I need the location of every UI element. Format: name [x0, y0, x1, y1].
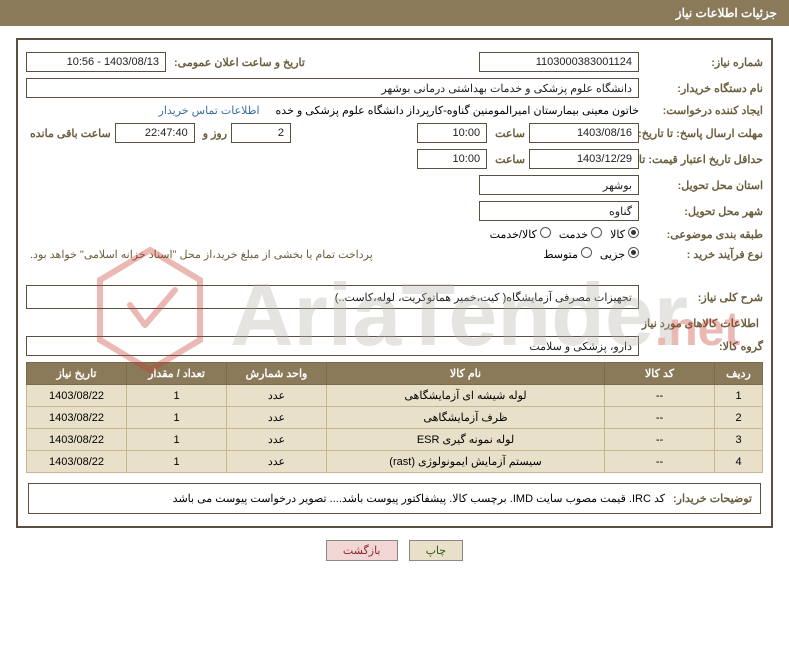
- price-valid-time-field: 10:00: [417, 149, 487, 169]
- reply-time-field: 10:00: [417, 123, 487, 143]
- announce-date-field: 1403/08/13 - 10:56: [26, 52, 166, 72]
- cell-date: 1403/08/22: [27, 429, 127, 451]
- row-price-valid: حداقل تاریخ اعتبار قیمت: تا تاریخ: 1403/…: [26, 149, 763, 169]
- buyer-note-label: توضیحات خریدار:: [673, 492, 752, 505]
- cell-name: سیستم آزمایش ایمونولوژی (rast): [327, 451, 605, 473]
- row-desc: شرح کلی نیاز: تجهیزات مصرفی آزمایشگاه( ک…: [26, 285, 763, 309]
- cell-row: 1: [715, 385, 763, 407]
- radio-medium[interactable]: متوسط: [543, 247, 592, 261]
- th-date: تاریخ نیاز: [27, 363, 127, 385]
- price-valid-date-field: 1403/12/29: [529, 149, 639, 169]
- time-label-2: ساعت: [491, 153, 525, 166]
- days-field: 2: [231, 123, 291, 143]
- table-row: 2--ظرف آزمایشگاهیعدد11403/08/22: [27, 407, 763, 429]
- cell-row: 2: [715, 407, 763, 429]
- cell-date: 1403/08/22: [27, 385, 127, 407]
- cell-date: 1403/08/22: [27, 407, 127, 429]
- radio-kalakhedmat[interactable]: کالا/خدمت: [490, 227, 551, 241]
- cell-unit: عدد: [227, 385, 327, 407]
- row-need-no: شماره نیاز: 1103000383001124 تاریخ و ساع…: [26, 52, 763, 72]
- th-code: کد کالا: [605, 363, 715, 385]
- row-buyer-org: نام دستگاه خریدار: دانشگاه علوم پزشکی و …: [26, 78, 763, 98]
- reply-date-field: 1403/08/16: [529, 123, 639, 143]
- table-row: 4--سیستم آزمایش ایمونولوژی (rast)عدد1140…: [27, 451, 763, 473]
- cell-row: 3: [715, 429, 763, 451]
- countdown-field: 22:47:40: [115, 123, 195, 143]
- goods-section-title: اطلاعات کالاهای مورد نیاز: [26, 317, 759, 330]
- row-requester: ایجاد کننده درخواست: خاتون معینی بیمارست…: [26, 104, 763, 117]
- row-purchase-type: نوع فرآیند خرید : جزیی متوسط پرداخت تمام…: [26, 247, 763, 261]
- page-header: جزئیات اطلاعات نیاز: [0, 0, 789, 26]
- cell-code: --: [605, 385, 715, 407]
- category-label: طبقه بندی موضوعی:: [643, 228, 763, 241]
- remain-label: ساعت باقی مانده: [26, 127, 111, 140]
- requester-text: خاتون معینی بیمارستان امیرالمومنین گناوه…: [276, 104, 639, 117]
- desc-label: شرح کلی نیاز:: [643, 291, 763, 304]
- buyer-note-text: کد IRC. قیمت مصوب سایت IMD. برچسب کالا. …: [37, 492, 665, 505]
- cell-qty: 1: [127, 407, 227, 429]
- table-row: 3--لوله نمونه گیری ESRعدد11403/08/22: [27, 429, 763, 451]
- footer-buttons: چاپ بازگشت: [0, 540, 789, 561]
- goods-table: ردیف کد کالا نام کالا واحد شمارش تعداد /…: [26, 362, 763, 473]
- back-button[interactable]: بازگشت: [326, 540, 398, 561]
- cell-name: لوله نمونه گیری ESR: [327, 429, 605, 451]
- purchase-note: پرداخت تمام یا بخشی از مبلغ خرید،از محل …: [26, 248, 373, 261]
- radio-partial[interactable]: جزیی: [600, 247, 639, 261]
- cell-unit: عدد: [227, 407, 327, 429]
- group-label: گروه کالا:: [643, 340, 763, 353]
- days-label: روز و: [199, 127, 227, 140]
- cell-row: 4: [715, 451, 763, 473]
- buyer-contact-link[interactable]: اطلاعات تماس خریدار: [159, 104, 260, 117]
- row-reply-deadline: مهلت ارسال پاسخ: تا تاریخ: 1403/08/16 سا…: [26, 123, 763, 143]
- purchase-radios: جزیی متوسط: [543, 247, 639, 261]
- province-field: بوشهر: [479, 175, 639, 195]
- need-no-field: 1103000383001124: [479, 52, 639, 72]
- buyer-note-box: توضیحات خریدار: کد IRC. قیمت مصوب سایت I…: [28, 483, 761, 514]
- cell-code: --: [605, 429, 715, 451]
- cell-qty: 1: [127, 429, 227, 451]
- announce-date-label: تاریخ و ساعت اعلان عمومی:: [170, 56, 305, 69]
- row-province: استان محل تحویل: بوشهر: [26, 175, 763, 195]
- radio-kala[interactable]: کالا: [610, 227, 639, 241]
- print-button[interactable]: چاپ: [409, 540, 464, 561]
- need-no-label: شماره نیاز:: [643, 56, 763, 69]
- radio-khedmat[interactable]: خدمت: [559, 227, 602, 241]
- buyer-org-field: دانشگاه علوم پزشکی و خدمات بهداشتی درمان…: [26, 78, 639, 98]
- reply-deadline-label: مهلت ارسال پاسخ: تا تاریخ:: [643, 127, 763, 140]
- th-row: ردیف: [715, 363, 763, 385]
- buyer-org-label: نام دستگاه خریدار:: [643, 82, 763, 95]
- cell-name: لوله شیشه ای آزمایشگاهی: [327, 385, 605, 407]
- price-valid-label: حداقل تاریخ اعتبار قیمت: تا تاریخ:: [643, 153, 763, 166]
- city-field: گناوه: [479, 201, 639, 221]
- row-category: طبقه بندی موضوعی: کالا خدمت کالا/خدمت: [26, 227, 763, 241]
- city-label: شهر محل تحویل:: [643, 205, 763, 218]
- table-header-row: ردیف کد کالا نام کالا واحد شمارش تعداد /…: [27, 363, 763, 385]
- page-title: جزئیات اطلاعات نیاز: [676, 6, 777, 20]
- row-city: شهر محل تحویل: گناوه: [26, 201, 763, 221]
- cell-code: --: [605, 451, 715, 473]
- desc-field: تجهیزات مصرفی آزمایشگاه( کیت،خمیر هماتوک…: [26, 285, 639, 309]
- time-label-1: ساعت: [491, 127, 525, 140]
- th-qty: تعداد / مقدار: [127, 363, 227, 385]
- cell-qty: 1: [127, 451, 227, 473]
- category-radios: کالا خدمت کالا/خدمت: [490, 227, 639, 241]
- purchase-type-label: نوع فرآیند خرید :: [643, 248, 763, 261]
- group-field: دارو، پزشکی و سلامت: [26, 336, 639, 356]
- requester-label: ایجاد کننده درخواست:: [643, 104, 763, 117]
- th-name: نام کالا: [327, 363, 605, 385]
- table-row: 1--لوله شیشه ای آزمایشگاهیعدد11403/08/22: [27, 385, 763, 407]
- th-unit: واحد شمارش: [227, 363, 327, 385]
- cell-qty: 1: [127, 385, 227, 407]
- cell-name: ظرف آزمایشگاهی: [327, 407, 605, 429]
- cell-code: --: [605, 407, 715, 429]
- cell-unit: عدد: [227, 451, 327, 473]
- cell-date: 1403/08/22: [27, 451, 127, 473]
- cell-unit: عدد: [227, 429, 327, 451]
- row-goods-group: گروه کالا: دارو، پزشکی و سلامت: [26, 336, 763, 356]
- province-label: استان محل تحویل:: [643, 179, 763, 192]
- main-panel: شماره نیاز: 1103000383001124 تاریخ و ساع…: [16, 38, 773, 528]
